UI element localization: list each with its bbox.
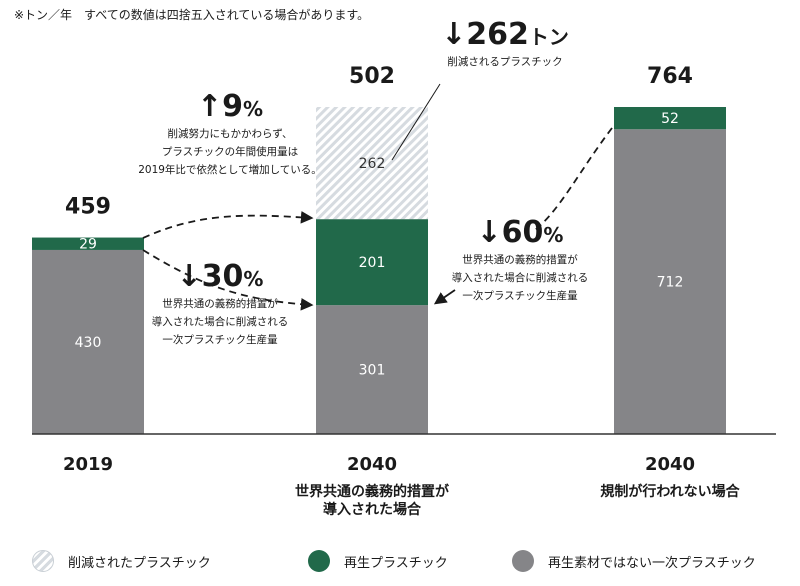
data-label-reduced-1: 262: [359, 156, 386, 172]
legend-item-primary: 再生素材ではない一次プラスチック: [512, 550, 756, 572]
legend-swatch-primary: [512, 550, 534, 572]
legend-item-reduced: 削減されたプラスチック: [32, 550, 211, 572]
up-arrow: ↑: [196, 89, 223, 124]
legend-label-recycled: 再生プラスチック: [344, 555, 448, 571]
unit-note: ※トン／年 すべての数値は四捨五入されている場合があります。: [14, 8, 370, 22]
annotation-down-60-text: 世界共通の義務的措置が 導入された場合に削減される 一次プラスチック生産量: [451, 254, 589, 302]
bar-segment-recycled-2: [614, 107, 726, 130]
bar-segment-recycled-0: [32, 237, 144, 250]
year-label-1: 2040: [347, 454, 397, 475]
down-arrow: ↓: [476, 215, 502, 250]
legend-item-recycled: 再生プラスチック: [308, 550, 448, 572]
down-arrow: ↓: [441, 17, 467, 52]
data-label-primary-1: 301: [359, 363, 386, 379]
bar-segment-primary-1: [316, 305, 428, 434]
total-label-2: 764: [647, 64, 693, 89]
total-label-1: 502: [349, 64, 395, 89]
arrow-2019-to-2040-total: [142, 211, 314, 239]
annotation-down-30-text: 世界共通の義務的措置が 導入された場合に削減される 一次プラスチック生産量: [151, 298, 289, 346]
leader-262: [391, 83, 441, 161]
annotation-up-9: ↑9% 削減努力にもかかわらず、 プラスチックの年間使用量は 2019年比で依然…: [135, 92, 325, 180]
data-label-primary-2: 712: [657, 275, 684, 291]
down-arrow: ↓: [176, 259, 202, 294]
legend-label-reduced: 削減されたプラスチック: [68, 555, 211, 571]
data-label-primary-0: 430: [75, 335, 102, 351]
total-label-0: 459: [65, 195, 111, 220]
legend-swatch-recycled: [308, 550, 330, 572]
year-label-2: 2040: [645, 454, 695, 475]
bar-segment-recycled-1: [316, 219, 428, 306]
bar-segment-primary-0: [32, 249, 144, 434]
annotation-up-9-text: 削減努力にもかかわらず、 プラスチックの年間使用量は 2019年比で依然として増…: [138, 128, 322, 176]
data-label-recycled-1: 201: [359, 255, 386, 271]
bar-segment-primary-2: [614, 129, 726, 435]
legend-label-primary: 再生素材ではない一次プラスチック: [548, 555, 756, 571]
data-label-recycled-2: 52: [661, 111, 679, 127]
annotation-down-30: ↓30% 世界共通の義務的措置が 導入された場合に削減される 一次プラスチック生…: [140, 262, 300, 350]
arrow-2019-to-2040-primary: [142, 249, 314, 311]
caption-label-1-0: 世界共通の義務的措置が: [295, 483, 450, 500]
annotation-down-60: ↓60% 世界共通の義務的措置が 導入された場合に削減される 一次プラスチック生…: [440, 218, 600, 306]
caption-label-2-0: 規制が行われない場合: [600, 483, 740, 500]
legend-swatch-reduced: [32, 550, 54, 572]
arrow-nomeasure-to-2040-primary: [534, 127, 613, 231]
annotation-down-262-text: 削減されるプラスチック: [447, 56, 563, 68]
data-label-recycled-0: 29: [79, 237, 97, 253]
year-label-0: 2019: [63, 454, 113, 475]
connector-arrows: [142, 83, 613, 311]
arrow-to-2040-primary-right: [433, 289, 456, 305]
caption-label-1-1: 導入された場合: [323, 501, 422, 518]
bar-segment-reduced-1: [316, 107, 428, 220]
annotation-down-262: ↓262トン 削減されるプラスチック: [420, 20, 590, 72]
